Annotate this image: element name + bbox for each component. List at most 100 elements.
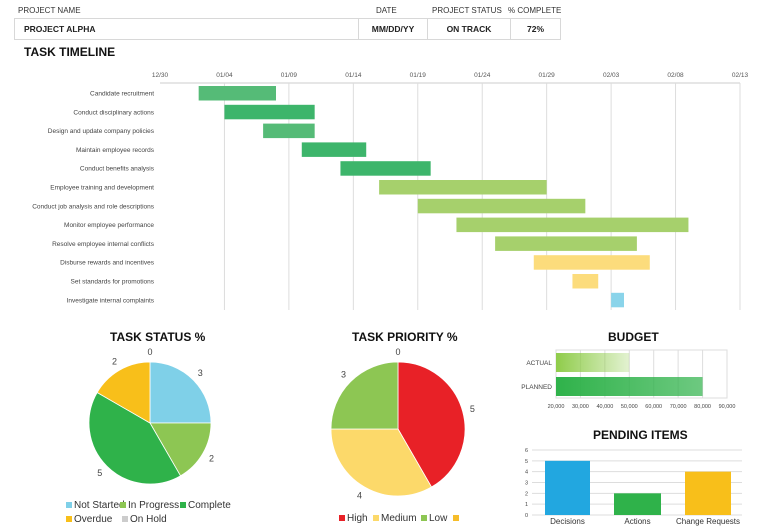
budget-tick-label: 20,000 <box>548 404 565 410</box>
legend-label: Medium <box>381 513 417 524</box>
task-label: Set standards for promotions <box>71 279 155 286</box>
timeline-tick-label: 01/04 <box>216 72 233 79</box>
task-bar <box>572 274 599 289</box>
pie-slice <box>397 361 466 488</box>
complete-header: % COMPLETE <box>508 6 562 15</box>
legend-swatch <box>453 515 459 521</box>
legend-label: Complete <box>188 500 231 511</box>
pending-tick-label: 2 <box>525 491 528 497</box>
task-bar <box>495 236 637 251</box>
status-header: PROJECT STATUS <box>432 6 502 15</box>
budget-plot-frame <box>555 349 728 399</box>
timeline-tick-label: 02/13 <box>732 72 749 79</box>
budget-bar <box>556 377 703 396</box>
legend-label: Not Started <box>74 500 125 511</box>
task-bar <box>456 217 689 233</box>
pie-data-label: 0 <box>147 347 152 357</box>
timeline-tick-label: 02/03 <box>603 72 620 79</box>
task-label: Disburse rewards and incentives <box>60 260 155 267</box>
legend-swatch <box>180 502 186 508</box>
priority-title: TASK PRIORITY % <box>352 330 458 344</box>
task-label: Monitor employee performance <box>64 222 154 229</box>
pie-slice <box>149 361 212 424</box>
task-bar <box>611 292 624 308</box>
legend-swatch <box>120 502 126 508</box>
pie-data-label: 4 <box>357 491 362 501</box>
task-label: Candidate recruitment <box>90 91 154 98</box>
task-label: Investigate internal complaints <box>67 297 155 304</box>
pie-slice <box>330 361 399 430</box>
pie-data-label: 2 <box>209 454 214 464</box>
legend-swatch <box>421 515 427 521</box>
timeline-tick-label: 01/29 <box>539 72 556 79</box>
legend-label: Low <box>429 513 448 524</box>
pie-data-label: 5 <box>97 468 102 478</box>
legend-label: Overdue <box>74 514 113 525</box>
legend-swatch <box>66 516 72 522</box>
status-title: TASK STATUS % <box>110 330 206 344</box>
legend-label: High <box>347 513 368 524</box>
pie-slice <box>96 361 151 424</box>
task-label: Conduct disciplinary actions <box>73 109 154 116</box>
pending-category-label: Decisions <box>550 517 585 526</box>
pie-data-label: 2 <box>112 357 117 367</box>
pending-category-label: Change Requests <box>676 517 740 526</box>
budget-tick-label: 90,000 <box>719 404 736 410</box>
pending-bar <box>545 460 590 515</box>
pie-data-label: 3 <box>198 368 203 378</box>
task-bar <box>198 86 276 101</box>
timeline-tick-label: 01/14 <box>345 72 362 79</box>
legend-swatch <box>122 516 128 522</box>
pie-data-label: 0 <box>395 347 400 357</box>
legend-label: In Progress <box>128 500 179 511</box>
budget-tick-label: 60,000 <box>645 404 662 410</box>
pending-category-label: Actions <box>624 517 650 526</box>
task-label: Design and update company policies <box>48 128 155 135</box>
task-bar <box>340 161 431 176</box>
task-bar <box>263 123 315 139</box>
budget-tick-label: 40,000 <box>596 404 613 410</box>
timeline-tick-label: 01/09 <box>281 72 298 79</box>
timeline-tick-label: 02/08 <box>667 72 684 79</box>
pending-tick-label: 0 <box>525 513 528 519</box>
pie-slice <box>88 391 182 485</box>
timeline-tick-label: 01/19 <box>410 72 427 79</box>
pie-slice <box>330 428 433 497</box>
task-bar <box>533 255 650 270</box>
pie-slice <box>149 422 212 477</box>
task-label: Employee training and development <box>50 185 154 192</box>
budget-tick-label: 50,000 <box>621 404 638 410</box>
legend-swatch <box>373 515 379 521</box>
pending-bar <box>685 471 731 515</box>
timeline-title: TASK TIMELINE <box>24 45 116 59</box>
date-header: DATE <box>376 6 397 15</box>
pie-data-label: 3 <box>341 370 346 380</box>
task-label: Conduct job analysis and role descriptio… <box>32 203 155 210</box>
pending-title: PENDING ITEMS <box>593 428 688 442</box>
legend-label: On Hold <box>130 514 167 525</box>
legend-swatch <box>339 515 345 521</box>
budget-category-label: PLANNED <box>521 384 552 391</box>
task-label: Resolve employee internal conflicts <box>52 241 155 248</box>
task-label: Conduct benefits analysis <box>80 166 155 173</box>
complete-value[interactable]: 72% <box>510 18 561 40</box>
timeline-tick-label: 01/24 <box>474 72 491 79</box>
pending-tick-label: 4 <box>525 470 528 476</box>
pending-tick-label: 6 <box>525 448 528 454</box>
budget-tick-label: 80,000 <box>694 404 711 410</box>
budget-bar <box>556 353 630 372</box>
budget-tick-label: 30,000 <box>572 404 589 410</box>
project-name-header: PROJECT NAME <box>18 6 81 15</box>
budget-title: BUDGET <box>608 330 659 344</box>
pending-tick-label: 1 <box>525 502 528 508</box>
budget-category-label: ACTUAL <box>526 360 552 367</box>
task-bar <box>417 198 586 214</box>
pending-bar <box>614 493 661 515</box>
pending-tick-label: 5 <box>525 459 528 465</box>
task-bar <box>224 104 315 120</box>
pending-tick-label: 3 <box>525 481 528 487</box>
legend-swatch <box>66 502 72 508</box>
pie-data-label: 5 <box>470 404 475 414</box>
budget-tick-label: 70,000 <box>670 404 687 410</box>
